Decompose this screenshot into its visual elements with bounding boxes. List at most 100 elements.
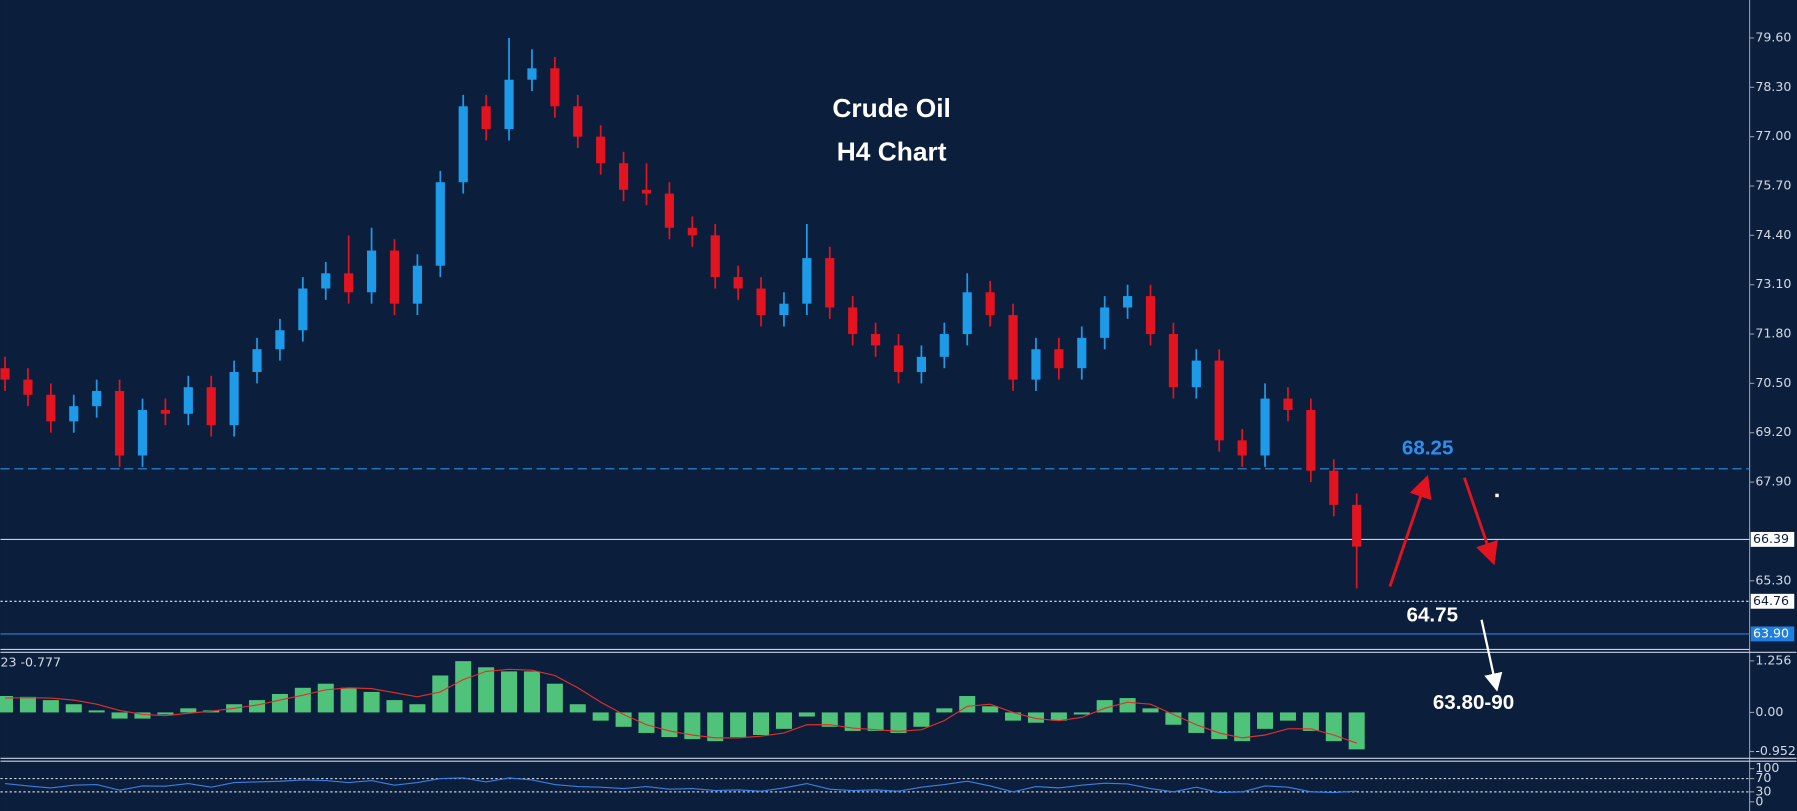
candle-body xyxy=(550,68,560,107)
histogram-bar xyxy=(1142,708,1159,713)
candle-body xyxy=(252,349,262,373)
candle-body xyxy=(871,334,881,346)
candle-body xyxy=(46,394,56,422)
histogram-bar xyxy=(180,708,197,713)
candle-body xyxy=(344,273,354,293)
histogram-bar xyxy=(775,712,792,729)
price-tag xyxy=(1750,593,1795,609)
histogram-bar xyxy=(134,712,151,719)
histogram-bar xyxy=(1348,712,1365,750)
indicator-line xyxy=(4,777,1357,794)
candle-body xyxy=(939,334,949,357)
histogram-bar xyxy=(294,687,311,713)
price-tag xyxy=(1750,531,1795,547)
y-tick-label: 77.00 xyxy=(1755,128,1791,143)
histogram-bar xyxy=(1302,712,1319,731)
candle-body xyxy=(985,292,995,316)
histogram-bar xyxy=(42,700,59,713)
candle-body xyxy=(573,106,583,137)
histogram-bar xyxy=(707,712,724,742)
annotation: 68.25 xyxy=(1402,436,1454,459)
histogram-bar xyxy=(386,700,403,713)
histogram-bar xyxy=(317,683,334,713)
candle-body xyxy=(1168,334,1178,388)
histogram-bar xyxy=(1119,698,1136,713)
candle-body xyxy=(893,345,904,373)
histogram-bar xyxy=(684,712,701,740)
histogram-bar xyxy=(363,691,380,713)
y-tick-label: 71.80 xyxy=(1755,326,1791,341)
histogram-bar xyxy=(844,712,861,731)
histogram-bar xyxy=(501,671,518,713)
candle-body xyxy=(69,406,79,422)
candle-body xyxy=(1008,315,1018,380)
candle-body xyxy=(23,379,33,395)
y-tick-label: 79.60 xyxy=(1755,29,1791,44)
histogram-bar xyxy=(1005,712,1022,721)
candle-body xyxy=(0,368,10,380)
annotation: 63.80-90 xyxy=(1433,691,1514,714)
candle-body xyxy=(1054,349,1064,369)
candle-body xyxy=(1145,296,1156,335)
histogram-bar xyxy=(478,667,495,713)
candle-body xyxy=(710,235,720,278)
y-tick-label: 1.256 xyxy=(1755,652,1791,667)
candle-body xyxy=(321,273,331,289)
histogram-bar xyxy=(1073,712,1090,715)
candle-body xyxy=(687,227,697,236)
title: Crude Oil xyxy=(832,93,951,123)
candle-body xyxy=(481,106,491,130)
candle-body xyxy=(779,303,789,316)
candle-body xyxy=(298,288,308,331)
candle-body xyxy=(1283,398,1293,410)
histogram-bar xyxy=(1234,712,1251,742)
histogram-bar xyxy=(546,683,563,713)
histogram-bar xyxy=(1257,712,1274,729)
histogram-bar xyxy=(157,712,174,715)
y-tick-label: 74.40 xyxy=(1755,227,1791,242)
candle-body xyxy=(1352,504,1362,547)
candle-body xyxy=(756,288,766,316)
indicator-label: 23 -0.777 xyxy=(0,655,61,670)
candle-body xyxy=(916,356,926,373)
histogram-bar xyxy=(409,704,426,713)
y-tick-label: 67.90 xyxy=(1755,474,1791,489)
candle-body xyxy=(1329,470,1339,505)
price-tag-label: 64.76 xyxy=(1753,593,1789,608)
histogram-bar xyxy=(111,712,128,719)
histogram-bar xyxy=(592,712,609,721)
candle-body xyxy=(619,163,629,190)
histogram-bar xyxy=(638,712,655,733)
histogram-bar xyxy=(432,675,449,713)
histogram-bar xyxy=(1165,712,1182,725)
arrow xyxy=(1480,619,1503,692)
signal-line xyxy=(5,668,1357,744)
candle-body xyxy=(92,390,102,407)
candle-body xyxy=(1237,440,1247,456)
y-tick-label: -0.952 xyxy=(1755,743,1796,758)
candle-body xyxy=(596,136,606,164)
histogram-bar xyxy=(890,712,907,733)
candle-body xyxy=(733,277,743,289)
candle-body xyxy=(802,258,812,304)
histogram-bar xyxy=(523,671,540,713)
histogram-bar xyxy=(661,712,678,738)
arrow xyxy=(1388,474,1432,587)
histogram-bar xyxy=(19,696,36,713)
histogram-bar xyxy=(753,712,770,736)
histogram-bar xyxy=(730,712,747,738)
candle-body xyxy=(504,79,514,130)
y-tick-label: 0 xyxy=(1755,793,1763,808)
histogram-bar xyxy=(1188,712,1205,733)
arrow xyxy=(1463,477,1498,566)
candle-body xyxy=(1077,337,1087,369)
y-tick-label: 70 xyxy=(1755,770,1771,785)
y-tick-label: 73.10 xyxy=(1755,276,1791,291)
candle-body xyxy=(825,258,835,308)
histogram-bar xyxy=(271,693,288,713)
candle-body xyxy=(848,307,858,335)
histogram-bar xyxy=(798,712,815,717)
candle-body xyxy=(183,387,193,414)
